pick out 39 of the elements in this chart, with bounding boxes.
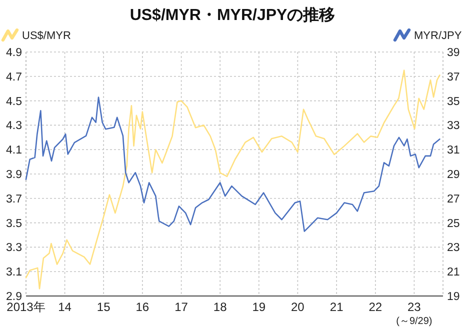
x-tick-label: 2013年 (6, 300, 46, 314)
legend-label: US$/MYR (22, 30, 71, 42)
y-tick-label: 3.1 (6, 266, 22, 279)
y2-tick-label: 31 (447, 144, 460, 157)
y-tick-label: 4.1 (6, 144, 22, 157)
y-tick-label: 4.7 (6, 71, 22, 84)
x-tick-label: 19 (252, 300, 266, 314)
x-tick-label: 16 (136, 300, 150, 314)
x-tick-label: 17 (174, 300, 188, 314)
y2-tick-label: 25 (447, 218, 460, 230)
x-tick-label: 14 (58, 300, 72, 314)
y-tick-label: 4.5 (6, 96, 22, 108)
x-tick-label: 23 (408, 300, 422, 314)
y2-tick-label: 35 (447, 96, 460, 108)
y-tick-label: 3.7 (6, 193, 22, 206)
line-series (25, 96, 440, 232)
y-tick-label: 3.3 (6, 242, 22, 254)
y-tick-label: 4.3 (6, 120, 22, 132)
y2-tick-label: 21 (447, 266, 460, 279)
x-tick-label: 22 (368, 300, 382, 314)
chart-title: US$/MYR・MYR/JPYの推移 (130, 6, 336, 24)
legend-label: MYR/JPY (414, 30, 462, 42)
y2-tick-label: 37 (447, 71, 460, 84)
y-tick-label: 4.9 (6, 47, 22, 59)
y2-tick-label: 23 (447, 242, 460, 254)
y2-tick-label: 19 (447, 291, 460, 303)
y2-tick-label: 29 (447, 169, 460, 181)
y2-tick-label: 33 (447, 120, 460, 132)
y2-tick-label: 27 (447, 193, 460, 206)
x-tick-label: 21 (330, 300, 344, 314)
x-tick-label: 20 (291, 300, 305, 314)
text: (～9/29) (396, 316, 432, 327)
y-tick-label: 2.9 (6, 291, 22, 303)
line-series (25, 70, 440, 290)
y-tick-label: 3.9 (6, 169, 22, 181)
x-tick-label: 18 (213, 300, 228, 314)
x-tick-label: 15 (96, 300, 111, 314)
y-tick-label: 3.5 (6, 218, 22, 230)
y2-tick-label: 39 (447, 47, 460, 59)
